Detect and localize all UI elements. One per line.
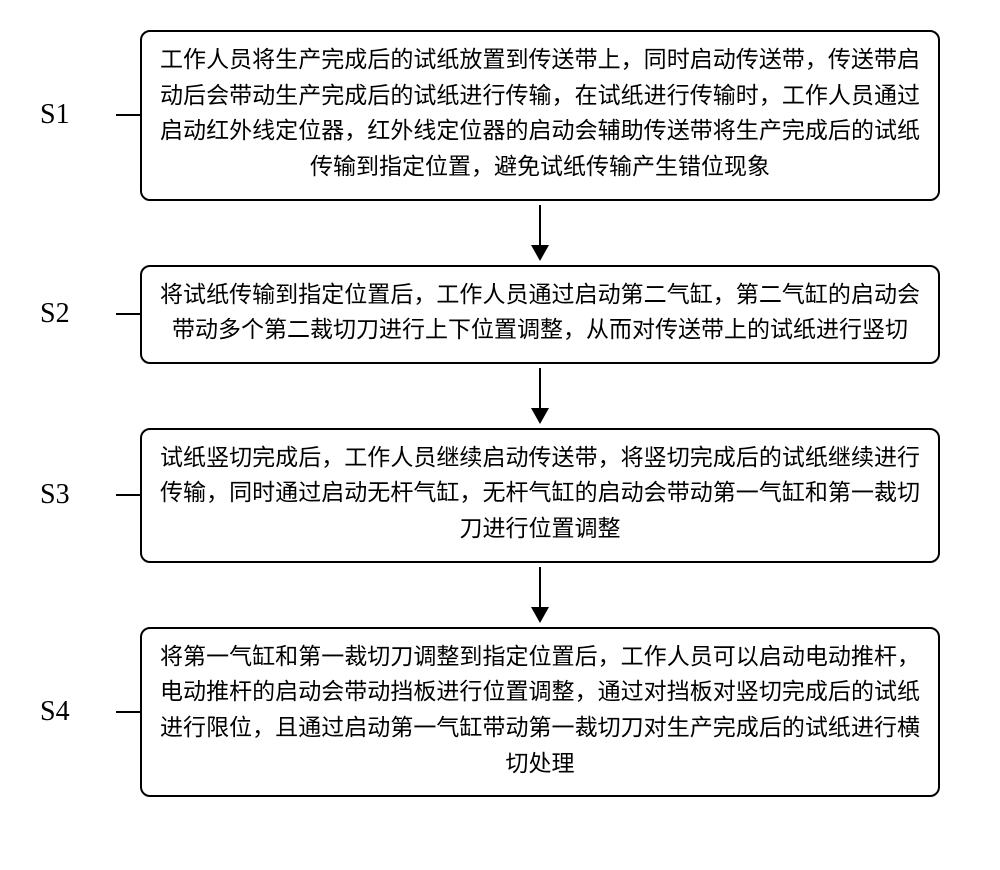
step-box: 将试纸传输到指定位置后，工作人员通过启动第二气缸，第二气缸的启动会带动多个第二裁… <box>140 265 940 364</box>
arrow-head-icon <box>531 408 549 424</box>
step-label: S1 <box>40 99 110 131</box>
step-text: 工作人员将生产完成后的试纸放置到传送带上，同时启动传送带，传送带启动后会带动生产… <box>160 42 920 185</box>
step-text: 将试纸传输到指定位置后，工作人员通过启动第二气缸，第二气缸的启动会带动多个第二裁… <box>160 277 920 348</box>
arrow-line <box>539 205 541 245</box>
step-box: 工作人员将生产完成后的试纸放置到传送带上，同时启动传送带，传送带启动后会带动生产… <box>140 30 940 201</box>
step-label: S3 <box>40 479 110 511</box>
step-row-s3: S3 试纸竖切完成后，工作人员继续启动传送带，将竖切完成后的试纸继续进行传输，同… <box>40 428 940 563</box>
flowchart: S1 工作人员将生产完成后的试纸放置到传送带上，同时启动传送带，传送带启动后会带… <box>40 30 940 797</box>
step-row-s1: S1 工作人员将生产完成后的试纸放置到传送带上，同时启动传送带，传送带启动后会带… <box>40 30 940 201</box>
arrow-line <box>539 368 541 408</box>
arrow <box>531 368 549 424</box>
step-box: 将第一气缸和第一裁切刀调整到指定位置后，工作人员可以启动电动推杆，电动推杆的启动… <box>140 627 940 798</box>
step-label: S4 <box>40 696 110 728</box>
arrow-head-icon <box>531 245 549 261</box>
step-text: 试纸竖切完成后，工作人员继续启动传送带，将竖切完成后的试纸继续进行传输，同时通过… <box>160 440 920 547</box>
label-connector <box>116 711 140 713</box>
arrow-line <box>539 567 541 607</box>
label-connector <box>116 494 140 496</box>
step-label: S2 <box>40 298 110 330</box>
label-connector <box>116 313 140 315</box>
label-connector <box>116 114 140 116</box>
step-box: 试纸竖切完成后，工作人员继续启动传送带，将竖切完成后的试纸继续进行传输，同时通过… <box>140 428 940 563</box>
step-row-s2: S2 将试纸传输到指定位置后，工作人员通过启动第二气缸，第二气缸的启动会带动多个… <box>40 265 940 364</box>
arrow-head-icon <box>531 607 549 623</box>
step-row-s4: S4 将第一气缸和第一裁切刀调整到指定位置后，工作人员可以启动电动推杆，电动推杆… <box>40 627 940 798</box>
arrow <box>531 567 549 623</box>
arrow <box>531 205 549 261</box>
step-text: 将第一气缸和第一裁切刀调整到指定位置后，工作人员可以启动电动推杆，电动推杆的启动… <box>160 639 920 782</box>
